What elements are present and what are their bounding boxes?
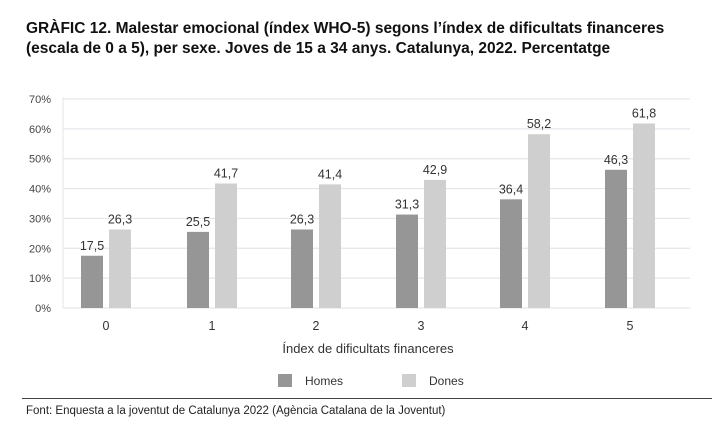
- legend-swatch-homes: [278, 374, 292, 387]
- bar-dones: [633, 123, 655, 309]
- y-tick-label: 50%: [29, 154, 51, 166]
- bar-homes: [605, 169, 627, 308]
- x-tick-label: 2: [313, 319, 320, 333]
- data-label: 41,7: [214, 166, 238, 180]
- data-label: 58,2: [527, 117, 551, 131]
- y-tick-label: 60%: [29, 124, 51, 136]
- chart-title: GRÀFIC 12. Malestar emocional (índex WHO…: [26, 20, 665, 57]
- bar-dones: [424, 179, 446, 308]
- legend-swatch-dones: [402, 374, 416, 387]
- y-tick-label: 70%: [29, 94, 51, 106]
- bar-homes: [500, 199, 522, 308]
- y-tick-label: 30%: [29, 213, 51, 225]
- legend-label-dones: Dones: [429, 374, 464, 388]
- bar-homes: [291, 229, 313, 308]
- x-tick-label: 4: [522, 319, 529, 333]
- data-label: 41,4: [318, 167, 342, 181]
- x-tick-label: 0: [103, 319, 110, 333]
- x-tick-label: 5: [627, 319, 634, 333]
- y-tick-label: 0%: [35, 303, 51, 315]
- bar-homes: [81, 255, 103, 308]
- bar-dones: [215, 183, 237, 308]
- bar-homes: [396, 214, 418, 308]
- bar-dones: [109, 229, 131, 308]
- data-label: 31,3: [395, 198, 419, 212]
- y-tick-label: 10%: [29, 273, 51, 285]
- bar-dones: [319, 184, 341, 308]
- data-label: 42,9: [423, 163, 447, 177]
- data-label: 26,3: [108, 212, 132, 226]
- data-label: 36,4: [499, 182, 523, 196]
- x-axis-label: Índex de dificultats financeres: [282, 341, 454, 356]
- data-label: 61,8: [632, 106, 656, 120]
- y-tick-label: 40%: [29, 184, 51, 196]
- data-label: 25,5: [186, 215, 210, 229]
- x-tick-label: 3: [418, 319, 425, 333]
- bar-dones: [528, 134, 550, 308]
- bar-homes: [187, 231, 209, 308]
- divider: [22, 398, 712, 399]
- data-label: 26,3: [290, 212, 314, 226]
- legend-label-homes: Homes: [305, 374, 343, 388]
- source-note: Font: Enquesta a la joventut de Cataluny…: [26, 405, 446, 417]
- data-label: 46,3: [604, 153, 628, 167]
- x-tick-label: 1: [209, 319, 216, 333]
- data-label: 17,5: [80, 239, 104, 253]
- y-tick-label: 20%: [29, 243, 51, 255]
